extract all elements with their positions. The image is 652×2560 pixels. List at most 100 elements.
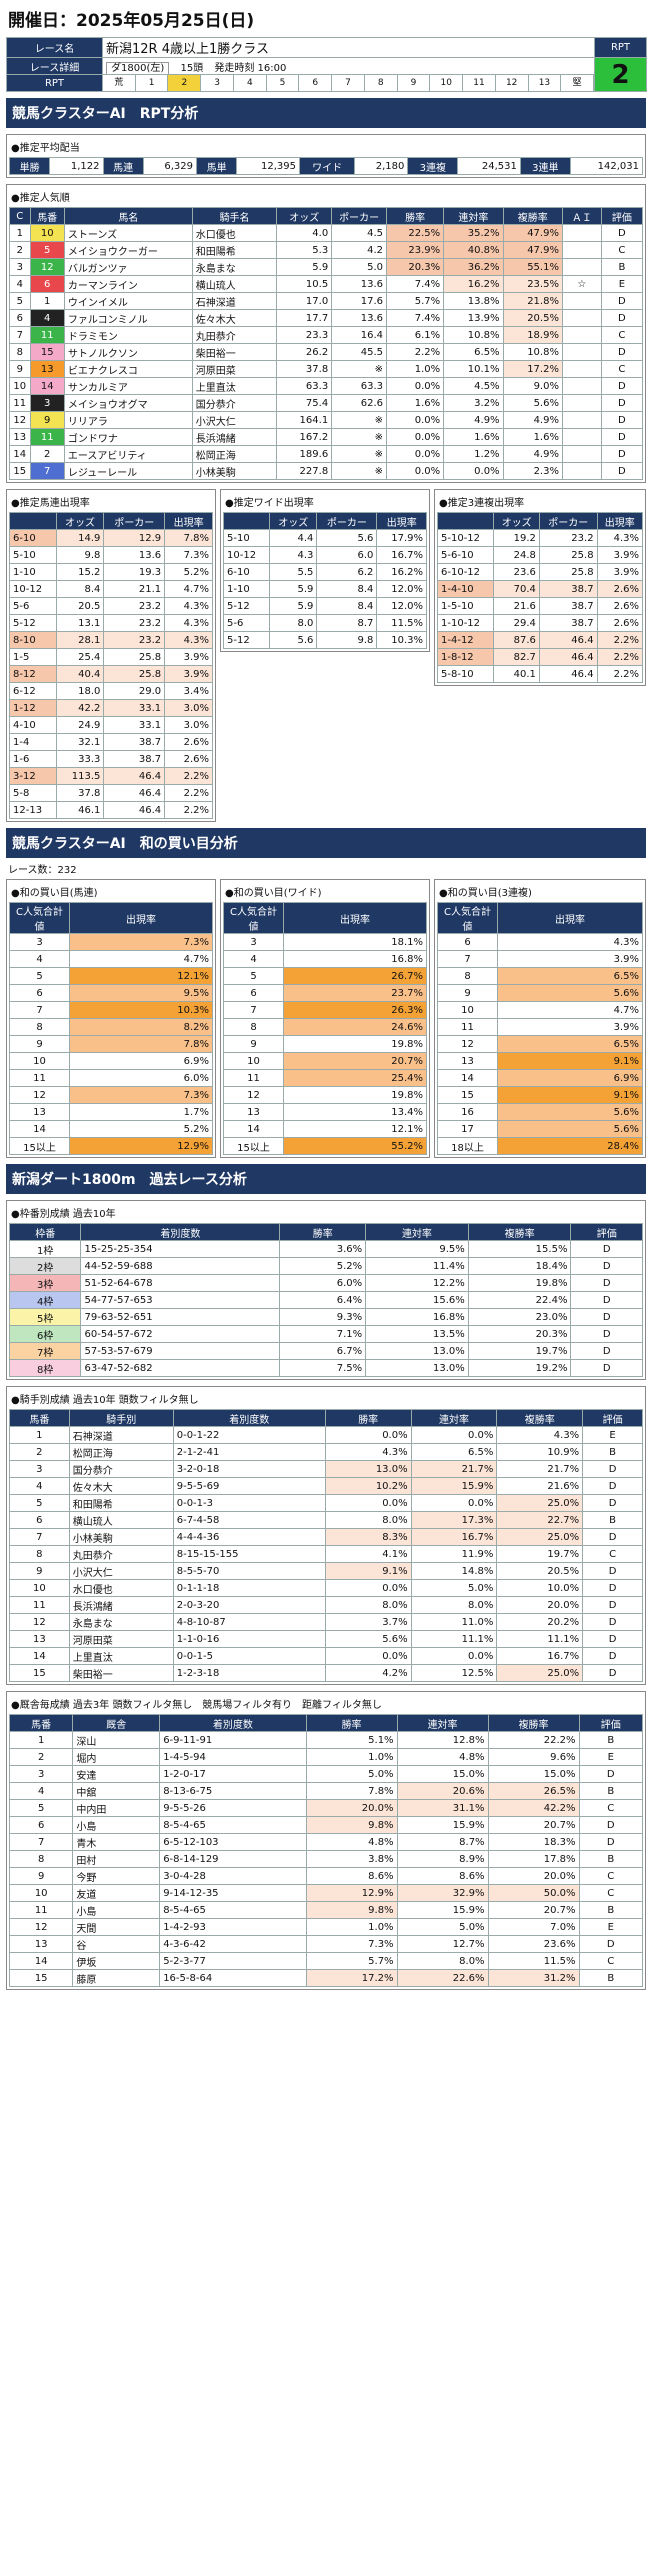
waku-cell: 19.2% — [467, 1359, 572, 1377]
odds: 21.6 — [493, 597, 540, 615]
pop-c: 2 — [9, 241, 31, 259]
stable-cell: 12 — [8, 1918, 74, 1936]
rate: 4.7% — [497, 1001, 643, 1019]
waku-cell: 6.7% — [279, 1342, 367, 1360]
table-row: 8 15 サトノルクソン 柴田裕一 26.2 45.5 2.2% 6.5% 10.8% D — [9, 343, 644, 361]
odds: 5.6 — [269, 631, 318, 649]
rate: 3.0% — [164, 699, 213, 717]
stable-cell: 中内田 — [72, 1799, 161, 1817]
table-row: 16 5.6% — [437, 1103, 643, 1121]
c-sum: 3 — [223, 933, 284, 951]
stable-cell: 1-4-5-94 — [159, 1748, 307, 1766]
odds: 227.8 — [276, 462, 333, 480]
stable-cell: 15 — [8, 1969, 74, 1987]
payout-value: 2,180 — [354, 157, 409, 175]
wa-box-0: ●和の買い目(馬連) C人気合計値 出現率 3 7.3% 4 4.7% 5 12.1% 6 9.5%… — [6, 879, 216, 1158]
wa-header: 出現率 — [497, 902, 643, 934]
win-rate: 1.6% — [386, 394, 445, 412]
win-rate: 23.9% — [386, 241, 445, 259]
horse-name: サンカルミア — [63, 377, 193, 395]
jockey-cell: 20.2% — [496, 1613, 584, 1631]
jockey-cell: 15.9% — [410, 1477, 498, 1495]
waku-cell: 6枠 — [8, 1325, 82, 1343]
poker: 62.6 — [331, 394, 388, 412]
stable-cell: 9-14-12-35 — [159, 1884, 307, 1902]
course: ダ1800(左) — [106, 61, 170, 74]
stable-cell: 9.8% — [305, 1901, 398, 1919]
stable-cell: 伊坂 — [72, 1952, 161, 1970]
table-row: 6-12 18.0 29.0 3.4% — [9, 682, 213, 700]
stable-cell: 8-13-6-75 — [159, 1782, 307, 1800]
rate: 6.5% — [497, 1035, 643, 1053]
combo: 5-10 — [222, 529, 271, 547]
stable-cell: 堀内 — [72, 1748, 161, 1766]
waku-cell: 12.2% — [365, 1274, 469, 1292]
table-row: 1枠 15-25-25-354 3.6% 9.5% 15.5% D — [8, 1240, 643, 1258]
poker: 25.8 — [103, 648, 166, 666]
stable-cell: C — [578, 1867, 644, 1885]
combo: 1-10-12 — [436, 614, 495, 632]
table-row: 2 松岡正海 2-1-2-41 4.3% 6.5% 10.9% B — [9, 1443, 643, 1461]
rate: 6.9% — [497, 1069, 643, 1087]
rpt-scale-cell: 10 — [430, 75, 464, 91]
rate: 12.9% — [69, 1137, 213, 1155]
rate: 11.5% — [376, 614, 427, 632]
jockey-cell: 25.0% — [496, 1528, 584, 1546]
pop-header: 馬番 — [29, 207, 65, 225]
jockey-cell: 11.1% — [410, 1630, 498, 1648]
stable-header: 厩舎 — [72, 1714, 161, 1732]
combo: 5-6 — [222, 614, 271, 632]
waku-cell: 4枠 — [8, 1291, 82, 1309]
jockey-box: ●騎手別成績 過去10年 頭数フィルタ無し 馬番 騎手別 着別度数 勝率 連対率 複勝率評… — [6, 1386, 646, 1685]
wa-box-1: ●和の買い目(ワイド) C人気合計値 出現率 3 18.1% 4 16.8% 5 26.7% 6 2… — [220, 879, 430, 1158]
c-sum: 11 — [437, 1018, 498, 1036]
jockey-cell: 6 — [9, 1511, 70, 1529]
wa-table-sanrenpuku: C人気合計値 出現率 6 4.3% 7 3.9% 8 6.5% 9 5.6% 10 4.7% 11 3.9… — [437, 902, 643, 1155]
poker: 38.7 — [538, 580, 598, 598]
waku-cell: 5枠 — [8, 1308, 82, 1326]
jockey: 上里直汰 — [191, 377, 278, 395]
rate: 2.2% — [164, 784, 213, 802]
rate: 3.9% — [497, 950, 643, 968]
rate: 9.1% — [497, 1086, 643, 1104]
odds: 28.1 — [55, 631, 105, 649]
c-sum: 8 — [223, 1018, 284, 1036]
grade: E — [600, 275, 644, 293]
rate: 10.3% — [376, 631, 427, 649]
combo: 5-8-10 — [436, 665, 495, 683]
pop-c: 15 — [9, 462, 31, 480]
jockey: 和田陽希 — [191, 241, 278, 259]
combo: 1-5-10 — [436, 597, 495, 615]
jockey-cell: 0-0-1-5 — [172, 1647, 326, 1665]
table-row: 5 26.7% — [223, 967, 427, 985]
stable-cell: 15.9% — [396, 1816, 489, 1834]
table-row: 8 丸田恭介 8-15-15-155 4.1% 11.9% 19.7% C — [9, 1545, 643, 1563]
jockey-cell: 0.0% — [324, 1426, 412, 1444]
top3-rate: 18.9% — [502, 326, 563, 344]
stable-header: 勝率 — [305, 1714, 398, 1732]
table-row: 4-10 24.9 33.1 3.0% — [9, 716, 213, 734]
table-row: 7 青木 6-5-12-103 4.8% 8.7% 18.3% D — [8, 1833, 644, 1851]
pop-header: C — [9, 207, 31, 225]
table-row: 13 13.4% — [223, 1103, 427, 1121]
waku-cell: 13.5% — [365, 1325, 469, 1343]
wa-box-2: ●和の買い目(3連複) C人気合計値 出現率 6 4.3% 7 3.9% 8 6.5% 9 5.6%… — [434, 879, 646, 1158]
stable-header: 馬番 — [8, 1714, 74, 1732]
horse-name: サトノルクソン — [63, 343, 193, 361]
pop-c: 7 — [9, 326, 31, 344]
odds: 4.4 — [269, 529, 318, 547]
top3-rate: 55.1% — [502, 258, 563, 276]
c-sum: 5 — [223, 967, 284, 985]
stable-cell: 17.8% — [487, 1850, 580, 1868]
rate: 7.8% — [164, 529, 213, 547]
table-row: 18以上 28.4% — [437, 1137, 643, 1155]
win-rate: 7.4% — [386, 275, 445, 293]
top3-rate: 20.5% — [502, 309, 563, 327]
pop-c: 1 — [9, 224, 31, 242]
payout-label: 馬単 — [195, 157, 238, 175]
jockey-cell: D — [582, 1630, 643, 1648]
rate: 12.0% — [376, 580, 427, 598]
jockey-cell: 佐々木大 — [68, 1477, 174, 1495]
odds: 20.5 — [55, 597, 105, 615]
poker: 9.8 — [316, 631, 378, 649]
